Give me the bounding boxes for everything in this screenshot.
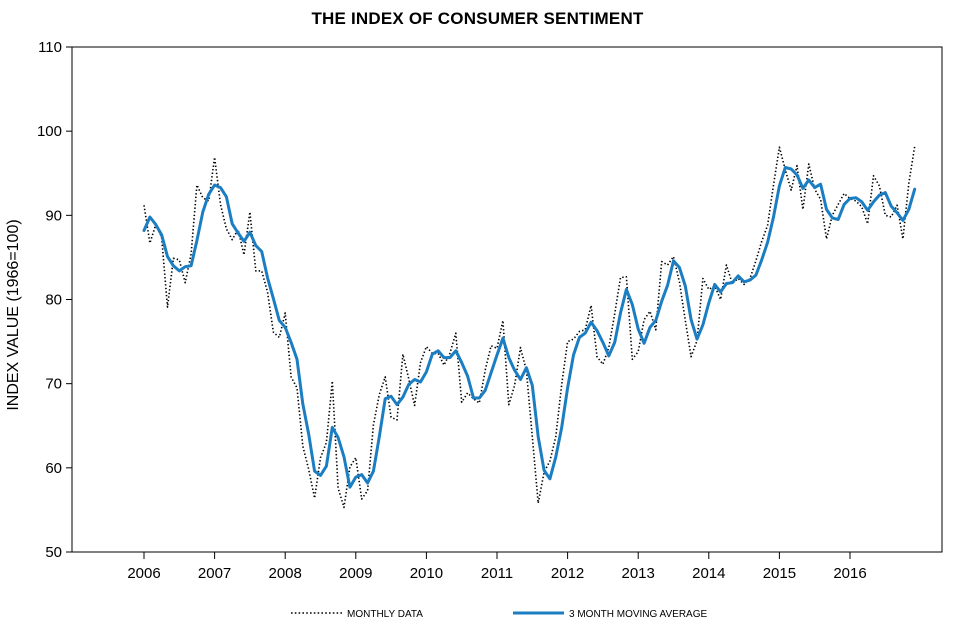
x-tick-label: 2008 xyxy=(269,565,302,582)
chart-title: THE INDEX OF CONSUMER SENTIMENT xyxy=(311,9,644,28)
legend: MONTHLY DATA 3 MONTH MOVING AVERAGE xyxy=(291,609,707,620)
y-axis: 50 60 70 80 90 100 110 xyxy=(37,39,72,561)
plot-area-frame xyxy=(71,46,943,553)
x-tick-label: 2006 xyxy=(127,565,160,582)
y-axis-label: INDEX VALUE (1966=100) xyxy=(5,219,22,410)
series-line-moving-average xyxy=(142,165,917,489)
x-tick-label: 2013 xyxy=(622,565,655,582)
series-layer xyxy=(142,146,917,509)
y-tick-label: 100 xyxy=(37,123,62,140)
y-tick-label: 110 xyxy=(38,39,62,56)
legend-label-monthly: MONTHLY DATA xyxy=(347,609,423,620)
x-axis: 2006 2007 2008 2009 2010 2011 2012 2013 2014 2015… xyxy=(127,552,867,582)
legend-label-moving-average: 3 MONTH MOVING AVERAGE xyxy=(569,609,707,620)
y-tick-label: 80 xyxy=(45,292,62,309)
y-tick-label: 70 xyxy=(45,376,62,393)
x-tick-label: 2016 xyxy=(833,565,866,582)
x-tick-label: 2010 xyxy=(410,565,443,582)
y-tick-label: 50 xyxy=(45,544,62,561)
series-line-monthly-data xyxy=(143,146,916,509)
x-tick-label: 2015 xyxy=(763,565,796,582)
x-tick-label: 2007 xyxy=(198,565,231,582)
x-tick-label: 2011 xyxy=(481,565,513,582)
y-tick-label: 90 xyxy=(45,207,62,224)
x-tick-label: 2012 xyxy=(551,565,584,582)
x-tick-label: 2014 xyxy=(692,565,725,582)
y-tick-label: 60 xyxy=(45,460,62,477)
x-tick-label: 2009 xyxy=(339,565,372,582)
